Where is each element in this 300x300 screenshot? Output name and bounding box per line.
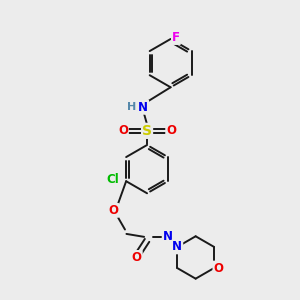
Text: N: N [138, 101, 148, 114]
Text: S: S [142, 124, 152, 138]
Text: O: O [118, 124, 128, 137]
Text: N: N [172, 240, 182, 254]
Text: H: H [127, 102, 136, 112]
Text: O: O [166, 124, 176, 137]
Text: O: O [213, 262, 224, 275]
Text: O: O [132, 251, 142, 264]
Text: N: N [163, 230, 173, 243]
Text: Cl: Cl [106, 173, 119, 186]
Text: F: F [172, 31, 180, 44]
Text: O: O [108, 204, 118, 217]
